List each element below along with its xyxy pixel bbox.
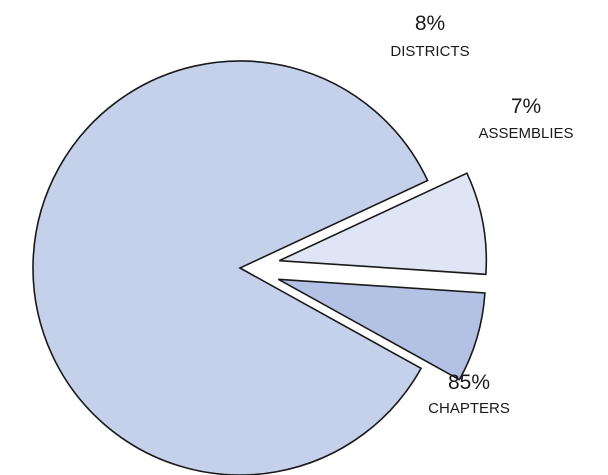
slice-value-label-chapters: 85% — [448, 371, 490, 394]
pie-slice-assemblies — [277, 278, 486, 381]
pie-slice-chapters — [32, 60, 429, 475]
pie-slice-districts — [278, 172, 488, 276]
slice-value-label-districts: 8% — [415, 12, 445, 35]
slice-category-label-assemblies: ASSEMBLIES — [478, 125, 573, 142]
pie-slices — [32, 60, 488, 475]
slice-value-label-assemblies: 7% — [511, 95, 541, 118]
slice-category-label-districts: DISTRICTS — [390, 43, 469, 60]
slice-category-label-chapters: CHAPTERS — [428, 400, 510, 417]
